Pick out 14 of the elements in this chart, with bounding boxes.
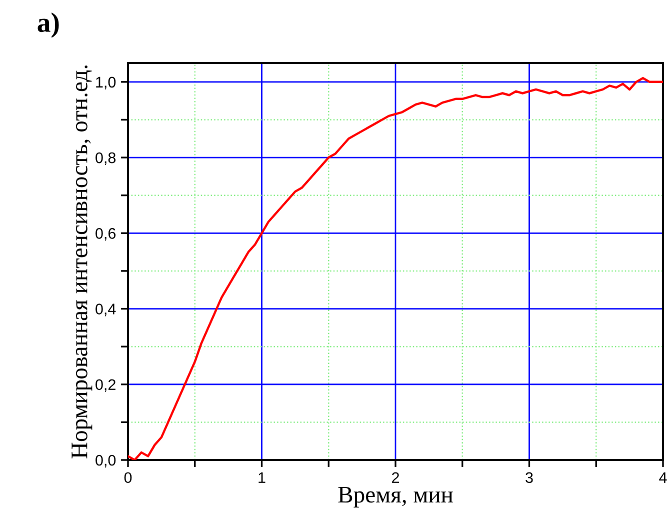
x-tick-label: 3	[526, 472, 533, 484]
y-tick-label: 0,6	[96, 228, 116, 241]
y-tick-label: 0,2	[96, 379, 116, 392]
x-tick-label: 2	[392, 472, 399, 483]
y-tick-label: 0,8	[96, 152, 116, 166]
y-axis-title: Нормированная интенсивность, отн.ед.	[72, 66, 92, 458]
x-axis-title: Время, мин	[338, 486, 453, 508]
x-tick-label: 0	[124, 472, 132, 484]
y-tick-label: 1,0	[96, 76, 116, 90]
y-tick-label: 0,4	[96, 304, 116, 316]
x-tick-label: 1	[258, 472, 266, 483]
x-tick-label: 4	[659, 472, 667, 483]
chart-title: а)	[38, 12, 59, 38]
y-tick-label: 0,0	[96, 454, 116, 468]
